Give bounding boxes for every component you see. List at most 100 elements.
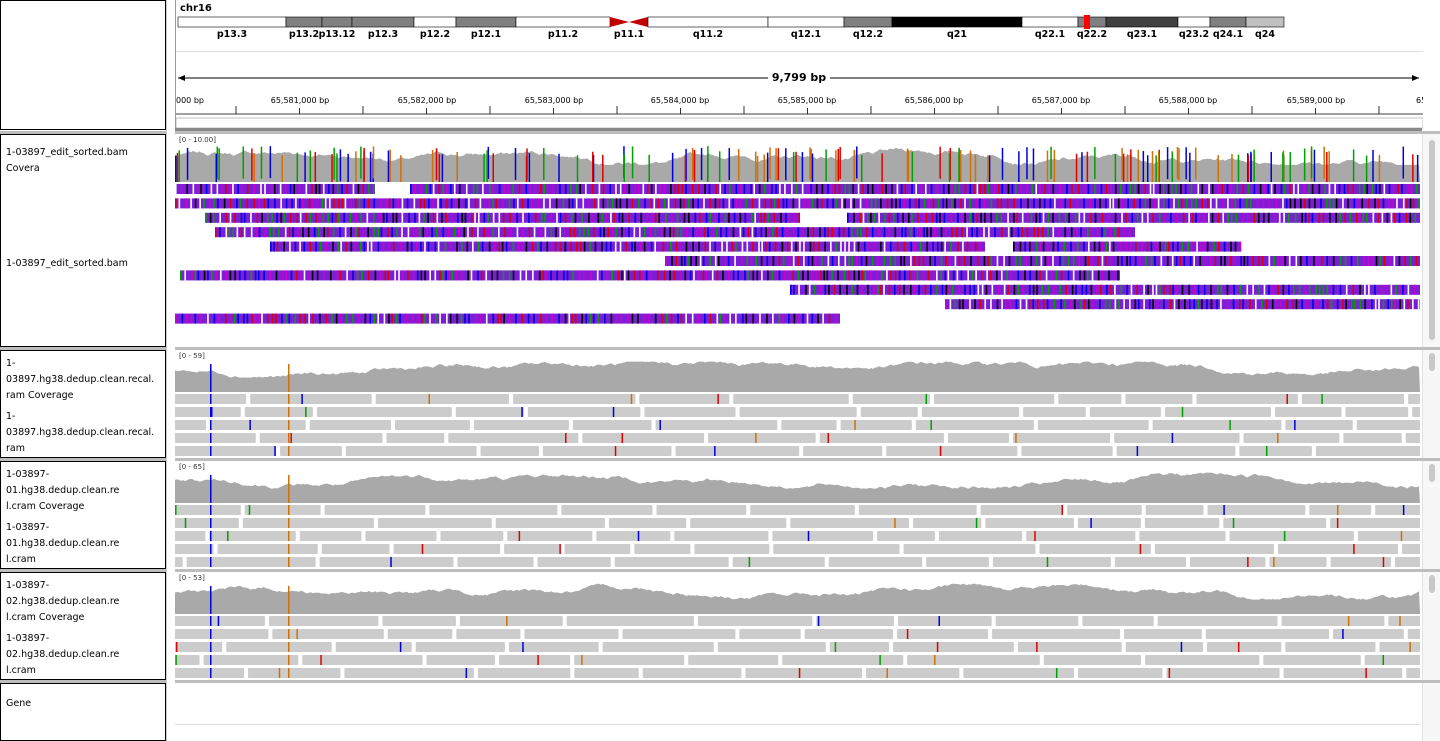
read[interactable] [1114, 433, 1240, 443]
cytoband-p12.3[interactable]: p12.3 [351, 16, 415, 40]
read[interactable] [1285, 642, 1376, 652]
alignment-track-4[interactable] [175, 614, 1420, 680]
cytoband-q22.1[interactable]: q22.1 [1021, 16, 1079, 40]
read[interactable] [750, 505, 855, 515]
read[interactable] [203, 655, 299, 665]
read[interactable] [828, 557, 923, 567]
read[interactable] [244, 407, 313, 417]
read[interactable] [893, 642, 1014, 652]
read[interactable] [268, 616, 379, 626]
read[interactable] [175, 629, 269, 639]
read[interactable] [1309, 505, 1372, 515]
read[interactable] [1189, 557, 1266, 567]
read[interactable] [877, 531, 935, 541]
chromosome-ideogram[interactable]: p13.3 p13.2 p13.12 p12.3 p12.2 p12.1 p11.2 p11.… [176, 15, 1423, 41]
read[interactable] [524, 629, 619, 639]
read-segment[interactable] [215, 227, 1135, 238]
read[interactable] [175, 531, 206, 541]
read[interactable] [772, 531, 874, 541]
read[interactable] [1157, 616, 1278, 626]
coverage-track-label-3[interactable]: 1-03897-01.hg38.dedup.clean.re l.cram Co… [6, 469, 120, 512]
panel-4-scrollbar[interactable] [1422, 572, 1440, 680]
read[interactable] [1205, 629, 1329, 639]
read[interactable] [745, 668, 863, 678]
coverage-track-3[interactable] [175, 461, 1420, 503]
read[interactable] [803, 446, 883, 456]
read[interactable] [302, 655, 423, 665]
read[interactable] [387, 629, 453, 639]
read[interactable] [1023, 407, 1086, 417]
panel-3-data[interactable]: [0 - 65] [175, 461, 1420, 569]
read[interactable] [1043, 655, 1142, 665]
read[interactable] [564, 544, 631, 554]
cytoband-q23.1[interactable]: q23.1 [1105, 16, 1179, 40]
read[interactable] [1357, 531, 1420, 541]
read[interactable] [415, 642, 505, 652]
read[interactable] [175, 505, 241, 515]
read[interactable] [773, 544, 900, 554]
read[interactable] [186, 557, 316, 567]
read[interactable] [913, 518, 982, 528]
read[interactable] [319, 557, 454, 567]
read[interactable] [860, 407, 918, 417]
read[interactable] [280, 446, 342, 456]
scroll-thumb[interactable] [1429, 575, 1435, 593]
cytoband-q21[interactable]: q21 [891, 16, 1023, 40]
read[interactable] [1330, 557, 1391, 567]
read[interactable] [903, 544, 1036, 554]
read[interactable] [508, 642, 599, 652]
alignment-track-1[interactable] [175, 182, 1420, 347]
read[interactable] [717, 642, 826, 652]
read[interactable] [440, 531, 504, 541]
panel-2-data[interactable]: [0 - 59] [175, 350, 1420, 458]
read[interactable] [175, 642, 223, 652]
cytoband-q12.1[interactable]: q12.1 [767, 16, 845, 40]
read-segment[interactable] [945, 299, 1420, 310]
read[interactable] [1364, 655, 1420, 665]
read[interactable] [175, 518, 239, 528]
read[interactable] [1407, 629, 1420, 639]
read[interactable] [537, 557, 611, 567]
read[interactable] [480, 446, 540, 456]
read[interactable] [634, 544, 691, 554]
read[interactable] [561, 505, 653, 515]
read[interactable] [947, 433, 1010, 443]
read[interactable] [790, 518, 910, 528]
cytoband-q24.1[interactable]: q24.1 [1209, 16, 1247, 40]
read[interactable] [622, 629, 736, 639]
read[interactable] [1145, 655, 1260, 665]
read[interactable] [175, 407, 241, 417]
read[interactable] [1301, 394, 1405, 404]
coverage-track-label-2[interactable]: 1-03897.hg38.dedup.clean.recal. ram Cove… [6, 358, 155, 401]
read[interactable] [694, 544, 770, 554]
read[interactable] [377, 518, 492, 528]
read[interactable] [1124, 629, 1202, 639]
read[interactable] [242, 518, 374, 528]
read[interactable] [1039, 544, 1151, 554]
alignment-track-label-2[interactable]: 1-03897.hg38.dedup.clean.recal. ram [6, 411, 155, 454]
cytoband-p13.12[interactable]: p13.12 [319, 16, 356, 40]
read[interactable] [272, 629, 384, 639]
read[interactable] [614, 557, 729, 567]
read-segment[interactable] [175, 313, 840, 324]
read[interactable] [1152, 420, 1282, 430]
read[interactable] [1239, 446, 1312, 456]
read[interactable] [1154, 544, 1274, 554]
cytoband-q11.2[interactable]: q11.2 [647, 16, 769, 40]
read[interactable] [175, 446, 277, 456]
read[interactable] [386, 433, 445, 443]
scroll-thumb[interactable] [1429, 464, 1435, 482]
scroll-thumb[interactable] [1429, 353, 1435, 371]
scroll-thumb[interactable] [1429, 140, 1435, 340]
read[interactable] [992, 629, 1121, 639]
read[interactable] [477, 668, 571, 678]
read[interactable] [1089, 407, 1161, 417]
read[interactable] [316, 407, 452, 417]
read[interactable] [697, 616, 813, 626]
read[interactable] [1139, 531, 1226, 541]
read[interactable] [1082, 616, 1154, 626]
read[interactable] [473, 420, 569, 430]
read[interactable] [1166, 668, 1280, 678]
read[interactable] [1332, 629, 1404, 639]
read[interactable] [866, 668, 960, 678]
